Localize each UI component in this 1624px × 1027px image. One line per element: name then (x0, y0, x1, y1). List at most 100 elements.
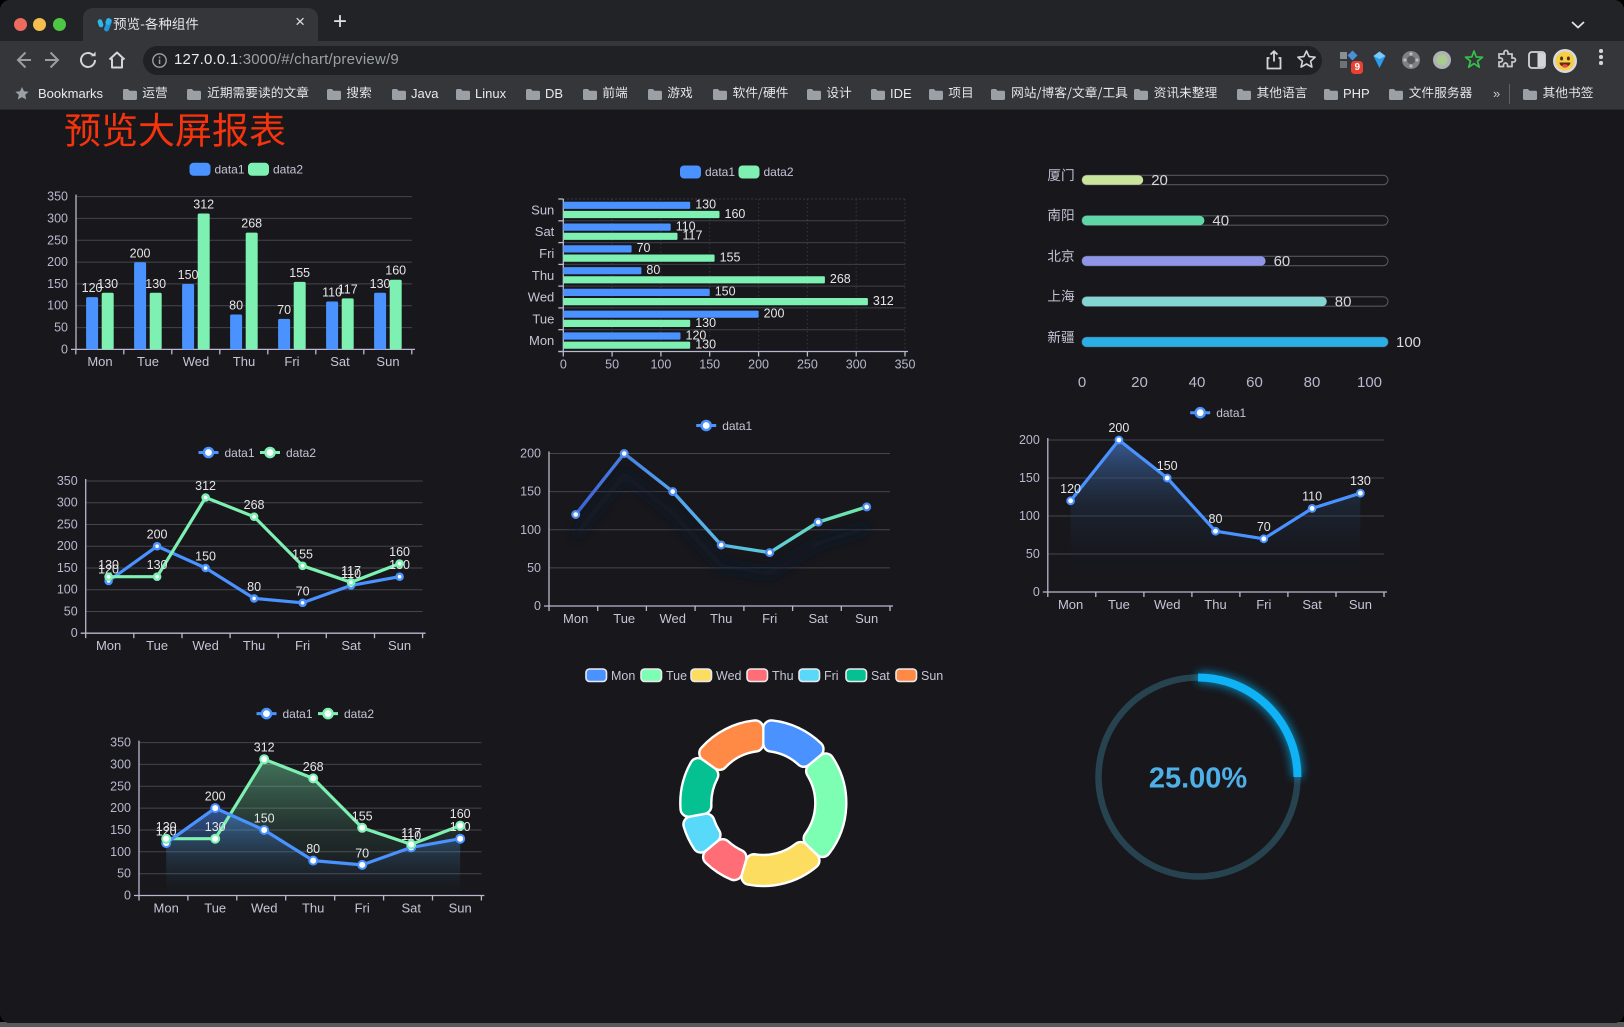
svg-text:data1: data1 (722, 419, 752, 433)
svg-text:80: 80 (646, 263, 660, 277)
svg-text:268: 268 (830, 272, 851, 286)
svg-text:Thu: Thu (233, 354, 255, 369)
svg-text:Fri: Fri (762, 611, 777, 626)
svg-text:40: 40 (1189, 374, 1206, 391)
svg-text:80: 80 (229, 299, 243, 313)
svg-text:Sat: Sat (808, 611, 828, 626)
svg-text:160: 160 (389, 545, 410, 559)
svg-text:150: 150 (195, 550, 216, 564)
svg-text:70: 70 (1257, 520, 1271, 534)
svg-text:Tue: Tue (137, 354, 159, 369)
svg-text:100: 100 (1019, 509, 1040, 523)
svg-text:0: 0 (534, 599, 541, 613)
svg-text:Sat: Sat (871, 669, 890, 683)
svg-text:155: 155 (289, 266, 310, 280)
svg-text:130: 130 (695, 198, 716, 212)
svg-text:data2: data2 (344, 707, 374, 721)
svg-text:100: 100 (57, 583, 78, 597)
svg-text:0: 0 (1078, 374, 1086, 391)
svg-text:data1: data1 (1216, 406, 1246, 420)
svg-text:50: 50 (527, 561, 541, 575)
svg-text:Tue: Tue (1108, 597, 1130, 612)
svg-text:data1: data1 (225, 446, 255, 460)
svg-text:Thu: Thu (532, 268, 554, 283)
svg-text:200: 200 (748, 358, 769, 372)
svg-text:20: 20 (1151, 172, 1168, 189)
svg-text:160: 160 (450, 807, 471, 821)
svg-text:150: 150 (1019, 471, 1040, 485)
svg-text:200: 200 (1108, 421, 1129, 435)
svg-text:Wed: Wed (528, 290, 555, 305)
svg-text:130: 130 (695, 316, 716, 330)
svg-text:Sat: Sat (330, 354, 350, 369)
svg-text:117: 117 (683, 229, 703, 243)
svg-text:50: 50 (117, 867, 131, 881)
svg-text:250: 250 (47, 233, 68, 247)
svg-text:Sat: Sat (535, 224, 555, 239)
svg-text:Mon: Mon (1058, 597, 1083, 612)
svg-text:data2: data2 (273, 163, 303, 177)
svg-text:50: 50 (605, 358, 619, 372)
svg-text:Wed: Wed (251, 901, 278, 916)
svg-text:Mon: Mon (154, 901, 179, 916)
svg-text:Fri: Fri (295, 638, 310, 653)
svg-text:150: 150 (520, 485, 541, 499)
svg-text:110: 110 (322, 286, 342, 300)
svg-text:100: 100 (520, 523, 541, 537)
svg-text:250: 250 (57, 518, 78, 532)
svg-text:50: 50 (1026, 547, 1040, 561)
svg-text:Sun: Sun (449, 901, 472, 916)
svg-text:130: 130 (156, 820, 177, 834)
svg-text:150: 150 (178, 268, 199, 282)
svg-text:130: 130 (145, 277, 166, 291)
svg-text:150: 150 (57, 561, 78, 575)
svg-text:Fri: Fri (1256, 597, 1271, 612)
svg-text:Wed: Wed (183, 354, 210, 369)
svg-text:130: 130 (98, 558, 119, 572)
svg-text:70: 70 (277, 303, 291, 317)
svg-text:Sat: Sat (401, 901, 421, 916)
svg-text:120: 120 (98, 563, 119, 577)
svg-text:155: 155 (352, 809, 373, 823)
svg-text:Mon: Mon (529, 333, 554, 348)
svg-text:Wed: Wed (1154, 597, 1181, 612)
svg-text:200: 200 (110, 801, 131, 815)
svg-text:100: 100 (110, 845, 131, 859)
svg-text:Tue: Tue (146, 638, 168, 653)
svg-text:Fri: Fri (355, 901, 370, 916)
svg-text:312: 312 (195, 479, 216, 493)
svg-text:150: 150 (699, 358, 720, 372)
svg-text:350: 350 (110, 736, 131, 750)
svg-text:Thu: Thu (1204, 597, 1226, 612)
svg-text:150: 150 (715, 285, 736, 299)
svg-text:155: 155 (292, 547, 313, 561)
svg-text:350: 350 (47, 190, 68, 204)
svg-text:110: 110 (341, 567, 361, 581)
svg-text:200: 200 (205, 790, 226, 804)
svg-text:117: 117 (338, 282, 358, 296)
svg-text:300: 300 (57, 496, 78, 510)
svg-text:data2: data2 (764, 165, 794, 179)
svg-text:Mon: Mon (87, 354, 112, 369)
svg-text:120: 120 (1060, 482, 1081, 496)
svg-text:155: 155 (720, 251, 741, 265)
svg-text:268: 268 (241, 217, 262, 231)
svg-text:Tue: Tue (613, 611, 635, 626)
svg-text:25.00%: 25.00% (1149, 763, 1248, 795)
svg-text:Mon: Mon (96, 638, 121, 653)
svg-text:Sun: Sun (376, 354, 399, 369)
svg-text:Wed: Wed (716, 669, 742, 683)
svg-text:70: 70 (637, 241, 651, 255)
svg-text:300: 300 (846, 358, 867, 372)
svg-text:Tue: Tue (204, 901, 226, 916)
svg-text:200: 200 (47, 255, 68, 269)
svg-text:117: 117 (401, 826, 421, 840)
svg-text:Wed: Wed (192, 638, 219, 653)
svg-text:Thu: Thu (710, 611, 732, 626)
svg-text:312: 312 (254, 741, 275, 755)
svg-text:150: 150 (110, 823, 131, 837)
svg-text:data2: data2 (286, 446, 316, 460)
svg-text:110: 110 (676, 219, 696, 233)
svg-text:0: 0 (71, 626, 78, 640)
svg-text:150: 150 (254, 812, 275, 826)
